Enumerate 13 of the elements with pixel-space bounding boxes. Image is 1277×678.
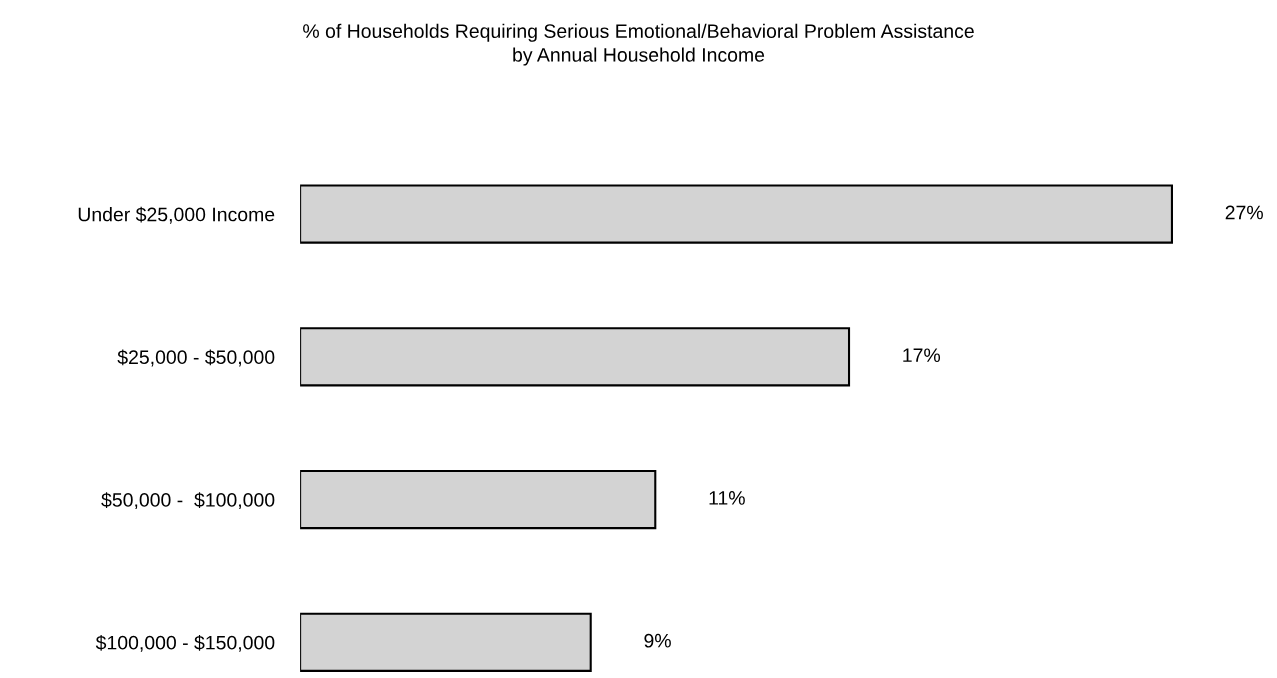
data-label: 17% [903, 348, 941, 362]
data-label: 9% [644, 633, 671, 648]
y-tick-label: $100,000 - $150,000 [95, 634, 275, 652]
bar [300, 469, 657, 530]
bar [300, 327, 851, 387]
bar [300, 184, 1173, 244]
y-tick-label: Under $25,000 Income [78, 206, 275, 224]
y-tick-label: $25,000 - $50,000 [117, 349, 275, 367]
y-tick-label: $50,000 - $100,000 [101, 492, 275, 510]
chart-title: % of Households Requiring Serious Emotional/Behavioral Problem Assistance by Annual Household Income [303, 23, 974, 66]
data-label: 27% [1225, 205, 1263, 220]
bar [300, 612, 592, 672]
data-label: 11% [709, 491, 745, 505]
